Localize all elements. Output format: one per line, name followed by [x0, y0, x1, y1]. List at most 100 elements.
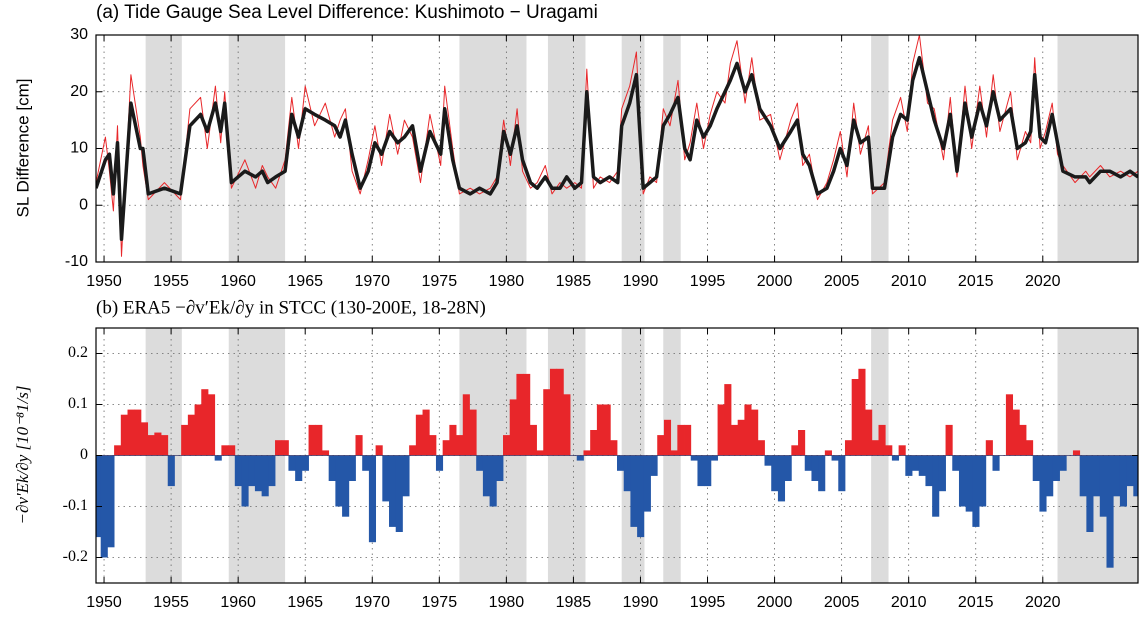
area-bar	[261, 455, 269, 497]
area-bar	[938, 455, 946, 492]
x-tick-label: 1970	[354, 273, 390, 290]
area-bar	[918, 455, 926, 476]
area-bar	[663, 419, 672, 456]
x-tick-label: 1975	[422, 594, 458, 611]
area-bar	[1119, 455, 1128, 507]
area-bar	[851, 379, 859, 456]
panel-b-y-label: −∂v′Ek/∂y [10⁻⁸1/s]	[13, 386, 32, 525]
area-bar	[476, 455, 484, 471]
area-bar	[831, 455, 839, 461]
area-bar	[730, 424, 739, 456]
area-bar	[120, 414, 128, 456]
x-tick-label: 2005	[824, 273, 860, 290]
area-bar	[677, 424, 685, 456]
area-bar	[737, 419, 745, 456]
shaded-period	[871, 35, 889, 262]
area-bar	[167, 455, 175, 487]
x-tick-label: 1995	[690, 594, 726, 611]
area-bar	[127, 409, 135, 456]
area-bar	[362, 455, 370, 471]
area-bar	[818, 455, 826, 492]
area-bar	[885, 445, 893, 456]
area-bar	[241, 455, 249, 507]
area-bar	[744, 404, 752, 456]
x-tick-label: 1960	[220, 594, 256, 611]
x-tick-label: 1950	[86, 273, 122, 290]
area-bar	[965, 455, 973, 512]
area-bar	[958, 455, 967, 507]
area-bar	[811, 455, 819, 481]
area-bar	[858, 368, 866, 456]
area-bar	[496, 455, 504, 481]
area-bar	[724, 384, 732, 456]
area-bar	[375, 445, 383, 456]
area-bar	[462, 394, 470, 456]
area-bar	[355, 435, 363, 456]
area-bar	[637, 455, 645, 538]
area-bar	[409, 445, 417, 456]
area-bar	[301, 455, 309, 471]
area-bar	[422, 409, 430, 456]
y-tick-label: 10	[70, 140, 88, 157]
area-bar	[657, 435, 665, 456]
area-bar	[348, 455, 356, 481]
area-bar	[576, 455, 584, 461]
area-bar	[1106, 455, 1114, 568]
area-bar	[254, 455, 263, 492]
x-tick-label: 1985	[556, 273, 592, 290]
area-bar	[898, 445, 906, 456]
area-bar	[308, 424, 316, 456]
area-bar	[1099, 455, 1107, 517]
area-bar	[556, 368, 564, 456]
area-bar	[1079, 455, 1087, 497]
x-tick-label: 1970	[354, 594, 390, 611]
area-bar	[777, 455, 786, 502]
x-tick-label: 1975	[422, 273, 458, 290]
area-bar	[207, 394, 216, 456]
x-tick-label: 2020	[1025, 594, 1061, 611]
area-bar	[288, 455, 296, 471]
area-bar	[489, 455, 497, 507]
x-tick-label: 1985	[556, 594, 592, 611]
area-bar	[865, 409, 873, 456]
area-bar	[697, 455, 705, 487]
x-tick-label: 1965	[287, 273, 323, 290]
x-tick-label: 1950	[86, 594, 122, 611]
area-bar	[1052, 455, 1060, 481]
area-bar	[96, 455, 102, 538]
area-bar	[798, 430, 806, 456]
panel-a-title: (a) Tide Gauge Sea Level Difference: Kus…	[96, 2, 598, 23]
plot-frame	[95, 327, 1139, 584]
area-bar	[114, 445, 122, 456]
area-bar	[549, 368, 558, 456]
area-bar	[161, 435, 169, 456]
area-bar	[435, 455, 444, 471]
area-bar	[878, 424, 886, 456]
area-bar	[509, 399, 517, 456]
area-bar	[623, 455, 631, 492]
area-bar	[925, 455, 933, 487]
series-line	[96, 35, 1138, 257]
area-bar	[335, 455, 343, 507]
area-bar	[201, 389, 209, 456]
y-tick-label: -0.1	[63, 497, 88, 514]
y-tick-label: 0	[79, 196, 88, 213]
area-bar	[449, 424, 457, 456]
area-bar	[107, 455, 115, 548]
area-bar	[275, 440, 283, 456]
area-bar	[912, 455, 920, 471]
area-bar	[972, 455, 980, 527]
area-bar	[630, 455, 638, 527]
area-bar	[147, 435, 155, 456]
area-bar	[1126, 455, 1134, 487]
shaded-period	[547, 35, 586, 262]
area-bar	[1039, 455, 1047, 512]
y-tick-label: 20	[70, 83, 88, 100]
x-tick-label: 1965	[287, 594, 323, 611]
area-bar	[1072, 450, 1081, 456]
area-bar	[100, 455, 108, 558]
area-bar	[315, 424, 323, 456]
area-bar	[1032, 455, 1040, 481]
area-bar	[617, 455, 625, 471]
area-bar	[281, 440, 289, 456]
